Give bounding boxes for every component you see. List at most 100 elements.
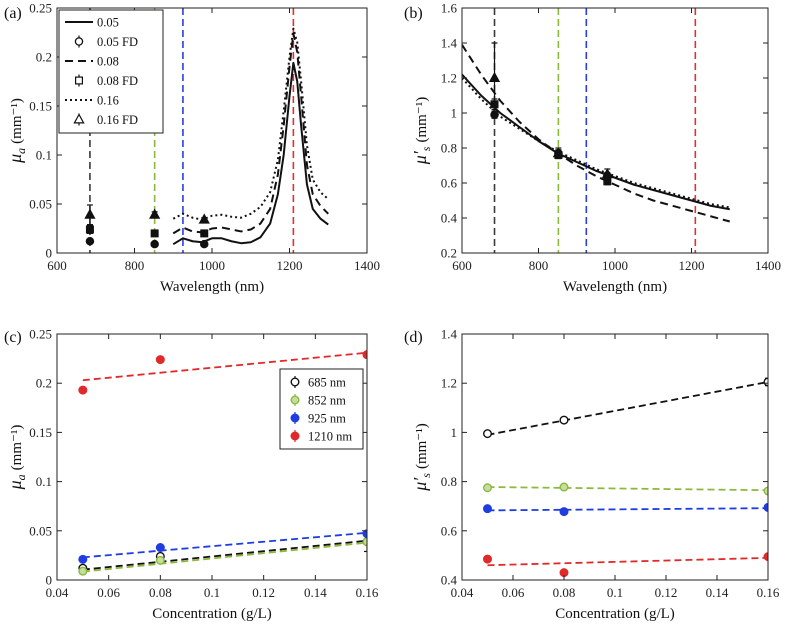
y-axis-label: μa (mm⁻¹) [5, 98, 28, 164]
x-tick-label: 0.12 [655, 585, 678, 600]
series-925-nm-point [559, 507, 569, 517]
series-0.16-FD-point [149, 208, 161, 219]
y-label-symbol: μ′ [410, 150, 430, 165]
series-685-nm-point [483, 429, 493, 439]
series-685-nm-point [559, 415, 569, 425]
legend-marker-sample [290, 413, 300, 423]
y-tick-label: 0.25 [29, 327, 52, 342]
legend-label: 0.05 FD [97, 35, 138, 49]
y-tick-label: 0.8 [441, 474, 457, 489]
legend-label: 0.08 FD [97, 74, 138, 88]
panel-c: 0.04 0.06 0.08 0.1 0.12 0.14 0.16 0 0.05 0.1 0.15 0… [4, 327, 379, 623]
series-852-nm-fit [487, 486, 768, 492]
x-tick-label: 0.08 [149, 585, 172, 600]
x-axis-label: Concentration (g/L) [555, 606, 675, 622]
x-tick-label: 0.04 [46, 585, 69, 600]
legend-label: 925 nm [308, 412, 346, 426]
data-layer [84, 8, 329, 253]
y-label-symbol: μ [5, 154, 25, 164]
y-label-unit: (mm⁻¹) [414, 423, 430, 469]
y-tick-label: 0.2 [441, 246, 457, 261]
series-925-nm-point [763, 502, 768, 512]
series-925-nm-point [78, 554, 88, 564]
legend-box [58, 9, 164, 134]
x-tick-label: 0.14 [304, 585, 327, 600]
x-tick-label: 0.12 [252, 585, 275, 600]
y-tick-label: 1.2 [441, 71, 457, 86]
legend-marker-sample [290, 395, 300, 405]
x-axis-label: Wavelength (nm) [160, 279, 264, 295]
series-925-nm-fit [82, 531, 367, 559]
x-tick-label: 1000 [199, 258, 225, 273]
y-axis-label: μ′s (mm⁻¹) [410, 97, 433, 165]
x-tick-label: 0.14 [706, 585, 729, 600]
data-layer [78, 350, 367, 576]
legend-marker-sample [290, 431, 300, 441]
y-tick-label: 1 [451, 106, 458, 121]
x-tick-label: 600 [452, 258, 472, 273]
series-852-nm-point [559, 482, 569, 492]
y-tick-label: 1.4 [441, 327, 458, 342]
y-tick-label: 0.8 [441, 141, 457, 156]
y-label-subscript: a [14, 474, 28, 480]
panel-label: (b) [404, 5, 423, 22]
legend-label: 852 nm [308, 394, 346, 408]
y-tick-label: 1.4 [441, 36, 458, 51]
series-0.05-FD-point [199, 239, 209, 249]
series-685-nm-point [763, 377, 768, 387]
panel-label: (a) [4, 5, 22, 22]
x-axis-label: Concentration (g/L) [152, 606, 272, 622]
series-1210-nm-point [362, 350, 367, 360]
axes-box [461, 7, 769, 254]
x-tick-label: 0.08 [553, 585, 576, 600]
legend-label: 0.08 [97, 55, 119, 69]
series-0.16-FD-point [552, 147, 565, 158]
legend: 0.05 0.05 FD 0.08 0.08 FD 0.16 0.16 FD [58, 9, 164, 134]
axes-box [461, 333, 769, 581]
legend-label: 0.16 FD [97, 113, 138, 127]
data-layer [483, 377, 768, 578]
data-layer [462, 8, 731, 253]
panel-b: 600 800 1000 1200 1400 0.2 0.4 0.6 0.8 1 1.2 1.4 1.6… [404, 1, 781, 296]
series-0.16-FD-point [488, 71, 501, 83]
series-0.05-FD-point [150, 239, 159, 249]
y-tick-label: 0.05 [29, 197, 52, 212]
legend-marker-sample [73, 113, 85, 124]
panel-d: 0.04 0.06 0.08 0.1 0.12 0.14 0.16 0.4 0.6 0.8 1 1.2… [404, 327, 780, 623]
series-0.08-line [462, 44, 731, 223]
series-925-nm-point [483, 504, 493, 514]
series-852-nm-point [483, 483, 493, 493]
y-label-subscript: s [419, 146, 433, 151]
y-label-symbol: μ′ [410, 477, 430, 492]
x-tick-label: 1200 [277, 258, 303, 273]
panel-label: (c) [4, 329, 22, 346]
series-0.08-line [172, 32, 329, 235]
legend-marker-sample [290, 377, 300, 387]
legend-label: 1210 nm [308, 430, 352, 444]
y-tick-label: 0.05 [29, 523, 52, 538]
x-tick-label: 1000 [602, 258, 628, 273]
y-label-subscript: a [14, 148, 28, 154]
series-685-nm-fit [82, 539, 367, 571]
series-852-nm-point [155, 555, 165, 565]
panel-label: (d) [404, 329, 423, 346]
series-925-nm-point [362, 529, 367, 539]
y-tick-label: 0 [46, 246, 53, 261]
x-tick-label: 0.04 [451, 585, 474, 600]
series-0.05-FD-point [85, 236, 95, 246]
y-tick-label: 0.2 [36, 50, 52, 65]
series-0.16-FD-point [601, 168, 613, 179]
series-685-nm-fit [487, 381, 768, 436]
y-label-subscript: s [419, 473, 433, 478]
x-tick-label: 0.16 [757, 585, 780, 600]
y-axis-label: μa (mm⁻¹) [5, 425, 28, 491]
legend-marker-sample [74, 37, 84, 46]
series-852-nm-fit [82, 541, 367, 573]
x-tick-label: 1400 [354, 258, 380, 273]
y-label-symbol: μ [5, 480, 25, 490]
x-tick-label: 1200 [679, 258, 705, 273]
y-tick-label: 0.4 [441, 211, 458, 226]
series-0.16-FD-point [84, 208, 96, 219]
y-tick-label: 0.25 [29, 1, 52, 16]
